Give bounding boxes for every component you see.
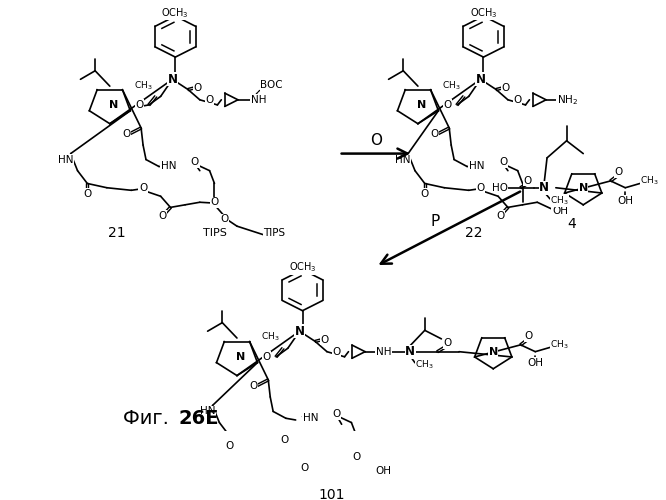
- Text: OH: OH: [617, 196, 633, 205]
- Text: O: O: [194, 83, 202, 93]
- Text: O: O: [332, 346, 341, 356]
- Text: O: O: [83, 188, 91, 198]
- Text: O: O: [524, 332, 533, 342]
- Text: O: O: [281, 434, 289, 444]
- Text: OCH$_3$: OCH$_3$: [161, 6, 189, 20]
- Text: O: O: [250, 381, 258, 391]
- Text: CH$_3$: CH$_3$: [550, 338, 569, 351]
- Text: HN: HN: [469, 162, 484, 172]
- Text: 4: 4: [567, 216, 576, 230]
- Text: OCH$_3$: OCH$_3$: [470, 6, 498, 20]
- Text: O: O: [190, 157, 199, 167]
- Text: HO: HO: [492, 182, 508, 192]
- Text: P: P: [430, 214, 440, 230]
- Text: OH: OH: [376, 466, 392, 476]
- Text: HN: HN: [396, 154, 411, 164]
- Text: O: O: [220, 214, 228, 224]
- Text: OH: OH: [552, 206, 568, 216]
- Text: NH: NH: [376, 346, 392, 356]
- Text: 21: 21: [108, 226, 125, 240]
- Text: N: N: [405, 345, 415, 358]
- Text: HN: HN: [161, 162, 176, 172]
- Text: OH: OH: [527, 358, 543, 368]
- Text: 101: 101: [318, 488, 345, 500]
- Text: NH: NH: [250, 95, 266, 105]
- Text: O: O: [300, 463, 308, 473]
- Text: O: O: [523, 176, 531, 186]
- Text: N: N: [236, 352, 246, 362]
- Text: CH$_3$: CH$_3$: [550, 194, 569, 207]
- Text: NH$_2$: NH$_2$: [557, 93, 578, 106]
- Text: O: O: [499, 157, 507, 167]
- Text: 22: 22: [465, 226, 482, 240]
- Text: CH$_3$: CH$_3$: [640, 174, 659, 187]
- Text: Фиг.: Фиг.: [123, 409, 175, 428]
- Text: O: O: [476, 182, 485, 192]
- Text: CH$_3$: CH$_3$: [135, 79, 153, 92]
- Text: HN: HN: [200, 406, 215, 416]
- Text: O: O: [370, 134, 382, 148]
- Text: O: O: [139, 182, 147, 192]
- Text: N: N: [109, 100, 119, 110]
- Text: N: N: [489, 346, 498, 356]
- Text: O: O: [210, 198, 218, 207]
- Text: O: O: [332, 409, 341, 419]
- Text: N: N: [167, 73, 177, 86]
- Text: O: O: [614, 168, 623, 177]
- Text: O: O: [159, 211, 166, 221]
- Text: N: N: [294, 324, 304, 338]
- Text: CH$_3$: CH$_3$: [442, 79, 461, 92]
- Text: N: N: [579, 182, 588, 192]
- Text: O: O: [123, 129, 131, 139]
- Text: O: O: [501, 83, 510, 93]
- Text: N: N: [539, 181, 549, 194]
- Text: HN: HN: [302, 414, 318, 424]
- Text: O: O: [421, 188, 429, 198]
- Text: TIPS: TIPS: [202, 228, 226, 238]
- Text: OCH$_3$: OCH$_3$: [288, 260, 316, 274]
- Text: O: O: [321, 334, 329, 344]
- Text: O: O: [496, 211, 504, 221]
- Text: CH$_3$: CH$_3$: [415, 358, 434, 370]
- Text: N: N: [476, 73, 486, 86]
- Text: O: O: [205, 95, 214, 105]
- Text: 26E: 26E: [178, 409, 218, 428]
- Text: BOC: BOC: [260, 80, 283, 90]
- Text: O: O: [352, 452, 360, 462]
- Text: CH$_3$: CH$_3$: [261, 331, 280, 344]
- Text: O: O: [513, 95, 522, 105]
- Text: HN: HN: [58, 154, 73, 164]
- Text: O: O: [443, 100, 452, 110]
- Text: O: O: [262, 352, 270, 362]
- Text: TIPS: TIPS: [263, 228, 286, 238]
- Text: O: O: [430, 129, 439, 139]
- Text: O: O: [225, 440, 233, 450]
- Text: N: N: [417, 100, 426, 110]
- Text: O: O: [443, 338, 452, 348]
- Text: O: O: [135, 100, 143, 110]
